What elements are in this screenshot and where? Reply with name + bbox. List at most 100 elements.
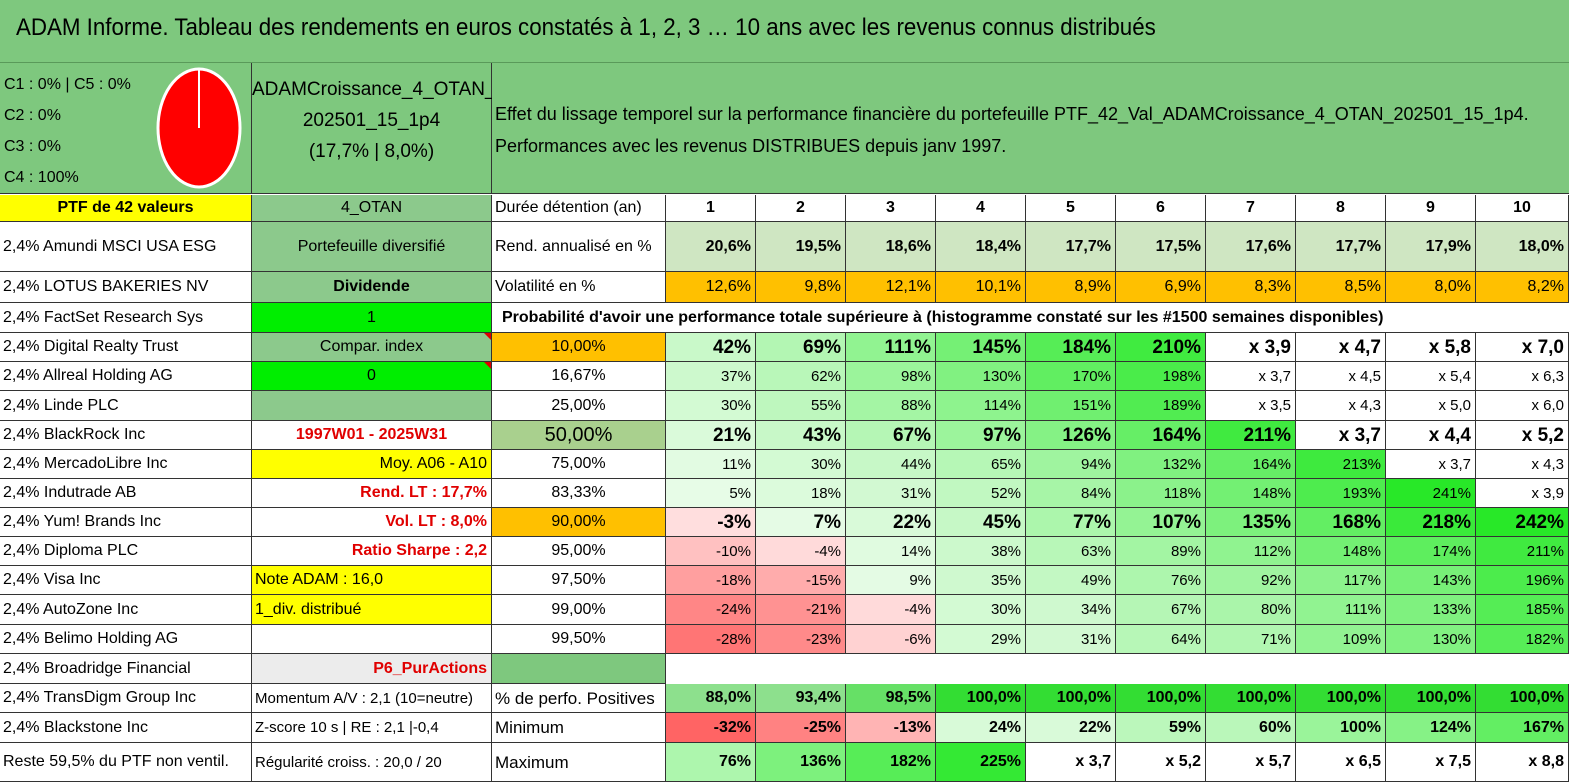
- report-title-bar: ADAM Informe. Tableau des rendements en …: [0, 0, 1569, 63]
- prob-value: -6%: [846, 625, 936, 654]
- positives-value: 100,0%: [1476, 684, 1569, 713]
- description-box: Effet du lissage temporel sur la perform…: [492, 63, 1569, 194]
- prob-value: 11%: [666, 450, 756, 479]
- prob-value: 164%: [1116, 421, 1206, 450]
- prob-value: -3%: [666, 508, 756, 537]
- prob-value: 84%: [1026, 479, 1116, 508]
- max-value: x 5,2: [1116, 743, 1206, 782]
- prob-value: 168%: [1296, 508, 1386, 537]
- prob-value: 69%: [756, 333, 846, 362]
- year-header: 2: [756, 195, 846, 222]
- max-value: 76%: [666, 743, 756, 782]
- vol-value: 8,2%: [1476, 272, 1569, 303]
- positives-value: 93,4%: [756, 684, 846, 713]
- rend-value: 17,5%: [1116, 222, 1206, 272]
- vol-value: 8,0%: [1386, 272, 1476, 303]
- prob-value: 14%: [846, 537, 936, 566]
- prob-value: 182%: [1476, 625, 1569, 654]
- prob-threshold: 97,50%: [492, 566, 666, 595]
- prob-value: x 4,4: [1386, 421, 1476, 450]
- info-cell: Vol. LT : 8,0%: [252, 508, 492, 537]
- prob-value: 30%: [666, 391, 756, 421]
- prob-value: 89%: [1116, 537, 1206, 566]
- prob-value: 148%: [1296, 537, 1386, 566]
- prob-value: 62%: [756, 362, 846, 391]
- prob-value: -4%: [846, 595, 936, 625]
- info-cell: Portefeuille diversifié: [252, 222, 492, 272]
- prob-value: 196%: [1476, 566, 1569, 595]
- max-label: Maximum: [492, 743, 666, 782]
- prob-value: 117%: [1296, 566, 1386, 595]
- prob-value: -28%: [666, 625, 756, 654]
- prob-value: 30%: [936, 595, 1026, 625]
- prob-value: x 5,2: [1476, 421, 1569, 450]
- year-header: 10: [1476, 195, 1569, 222]
- holding-row: 2,4% Belimo Holding AG: [0, 625, 252, 654]
- prob-value: x 5,4: [1386, 362, 1476, 391]
- duration-label: Durée détention (an): [492, 195, 666, 222]
- info-cell: Dividende: [252, 272, 492, 303]
- holding-row: 2,4% FactSet Research Sys: [0, 303, 252, 333]
- holdings-header: PTF de 42 valeurs: [0, 195, 252, 222]
- holding-row: 2,4% Yum! Brands Inc: [0, 508, 252, 537]
- prob-value: -24%: [666, 595, 756, 625]
- prob-value: x 3,9: [1476, 479, 1569, 508]
- prob-value: -18%: [666, 566, 756, 595]
- prob-value: 31%: [846, 479, 936, 508]
- prob-value: 114%: [936, 391, 1026, 421]
- prob-value: 76%: [1116, 566, 1206, 595]
- prob-value: -21%: [756, 595, 846, 625]
- prob-value: 67%: [1116, 595, 1206, 625]
- info-cell: [252, 625, 492, 654]
- prob-value: 7%: [756, 508, 846, 537]
- year-header: 4: [936, 195, 1026, 222]
- prob-value: 71%: [1206, 625, 1296, 654]
- prob-value: 21%: [666, 421, 756, 450]
- holding-row: 2,4% LOTUS BAKERIES NV: [0, 272, 252, 303]
- info-cell: Z-score 10 s | RE : 2,1 |-0,4: [252, 713, 492, 743]
- prob-value: 151%: [1026, 391, 1116, 421]
- prob-value: 211%: [1476, 537, 1569, 566]
- prob-title: Probabilité d'avoir une performance tota…: [492, 303, 1569, 333]
- comment-marker: [484, 333, 491, 340]
- vol-value: 8,9%: [1026, 272, 1116, 303]
- info-cell: Note ADAM : 16,0: [252, 566, 492, 595]
- holding-row: 2,4% Linde PLC: [0, 391, 252, 421]
- positives-value: 98,5%: [846, 684, 936, 713]
- report-title: ADAM Informe. Tableau des rendements en …: [16, 14, 1156, 41]
- rend-value: 18,0%: [1476, 222, 1569, 272]
- prob-value: 145%: [936, 333, 1026, 362]
- prob-value: 38%: [936, 537, 1026, 566]
- max-value: x 6,5: [1296, 743, 1386, 782]
- vol-value: 9,8%: [756, 272, 846, 303]
- prob-value: 130%: [936, 362, 1026, 391]
- pie-label-c2: C2 : 0%: [4, 107, 61, 124]
- year-header: 3: [846, 195, 936, 222]
- year-header: 6: [1116, 195, 1206, 222]
- min-value: 167%: [1476, 713, 1569, 743]
- holding-row: 2,4% MercadoLibre Inc: [0, 450, 252, 479]
- positives-value: 100,0%: [936, 684, 1026, 713]
- description-line1: Effet du lissage temporel sur la perform…: [495, 104, 1529, 124]
- info-cell: Régularité croiss. : 20,0 / 20: [252, 743, 492, 782]
- holding-row: 2,4% Broadridge Financial: [0, 654, 252, 684]
- prob-threshold: 10,00%: [492, 333, 666, 362]
- prob-value: 111%: [1296, 595, 1386, 625]
- info-cell: 1_div. distribué: [252, 595, 492, 625]
- prob-value: x 4,5: [1296, 362, 1386, 391]
- year-header: 8: [1296, 195, 1386, 222]
- vol-value: 6,9%: [1116, 272, 1206, 303]
- vol-label: Volatilité en %: [492, 272, 666, 303]
- prob-value: x 5,8: [1386, 333, 1476, 362]
- info-cell: Rend. LT : 17,7%: [252, 479, 492, 508]
- prob-value: 111%: [846, 333, 936, 362]
- prob-value: 5%: [666, 479, 756, 508]
- min-value: 124%: [1386, 713, 1476, 743]
- prob-threshold: 83,33%: [492, 479, 666, 508]
- prob-value: 31%: [1026, 625, 1116, 654]
- prob-value: 241%: [1386, 479, 1476, 508]
- holding-row: 2,4% Blackstone Inc: [0, 713, 252, 743]
- comment-marker: [484, 362, 491, 369]
- holding-row: 2,4% TransDigm Group Inc: [0, 684, 252, 713]
- vol-value: 12,1%: [846, 272, 936, 303]
